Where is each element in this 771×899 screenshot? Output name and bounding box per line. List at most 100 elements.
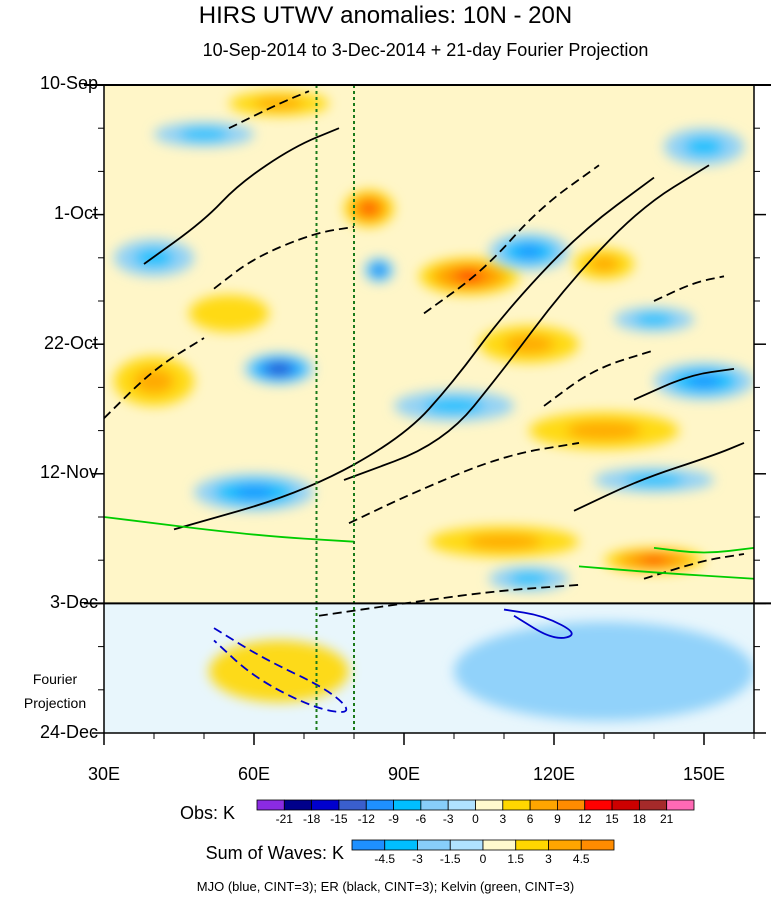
obs-colorbar-tick-label: 6 [526, 812, 534, 826]
anomaly-blob [429, 526, 579, 558]
waves-colorbar-tick-label: 0 [479, 852, 487, 866]
y-tick-label: 10-Sep [39, 73, 98, 93]
anomaly-blob [489, 233, 569, 271]
er-contour [173, 176, 655, 531]
chart-title: HIRS UTWV anomalies: 10N - 20N [198, 2, 573, 29]
obs-colorbar-swatch [638, 799, 668, 811]
er-contour [213, 226, 355, 290]
anomaly-blob [489, 566, 569, 592]
obs-colorbar-tick-label: -21 [275, 812, 293, 826]
kelvin-contour [653, 546, 754, 554]
anomaly-blob-level [134, 368, 174, 394]
anomaly-blob-level [179, 128, 229, 141]
anomaly-blob [209, 640, 349, 703]
obs-colorbar-swatch [393, 799, 422, 811]
obs-colorbar-tick-label: 18 [632, 812, 647, 826]
waves-colorbar-swatch [580, 839, 615, 851]
obs-colorbar-swatch [311, 799, 340, 811]
y-tick-label: 3-Dec [49, 592, 98, 612]
anomaly-blob-level [375, 267, 383, 274]
obs-colorbar-swatch [529, 799, 558, 811]
waves-colorbar-swatch [449, 839, 484, 851]
kelvin-contour [104, 516, 355, 543]
obs-colorbar-tick-label: 0 [472, 812, 479, 826]
er-contour [104, 337, 205, 419]
anomaly-blob [454, 621, 754, 721]
obs-colorbar-swatch [584, 799, 613, 811]
obs-colorbar-swatch [283, 799, 313, 811]
anomaly-blob [244, 353, 314, 385]
anomaly-blob [154, 122, 254, 147]
x-tick-label: 150E [682, 764, 726, 784]
anomaly-blob [419, 257, 519, 295]
anomaly-blob-level [362, 203, 376, 214]
waves-colorbar-tick-label: 1.5 [507, 852, 525, 866]
waves-colorbar-swatch [351, 839, 386, 851]
anomaly-blob-level [234, 486, 274, 499]
obs-colorbar-swatch [447, 799, 476, 811]
obs-colorbar-tick-label: -18 [302, 812, 321, 826]
x-tick-label: 30E [87, 764, 121, 784]
anomaly-blob [229, 91, 329, 116]
fourier-label: Fourier [32, 671, 78, 687]
anomaly-blob [604, 547, 704, 573]
obs-colorbar-swatch [611, 799, 640, 811]
obs-colorbar-swatch [557, 799, 586, 811]
er-contour [143, 127, 340, 265]
y-tick-label: 24-Dec [39, 722, 98, 742]
waves-colorbar-tick-label: 3 [545, 852, 552, 866]
anomaly-blob-level [466, 533, 542, 550]
waves-colorbar-tick-label: 4.5 [572, 852, 590, 866]
waves-colorbar-swatch [515, 839, 549, 851]
anomaly-blob [114, 356, 194, 406]
anomaly-blob-level [272, 365, 286, 372]
anomaly-blob-level [589, 256, 619, 272]
er-contour [343, 164, 710, 481]
anomaly-blob [664, 128, 744, 166]
obs-colorbar-swatch [666, 799, 695, 811]
er-contour [643, 553, 745, 580]
obs-colorbar-tick-label: 12 [578, 812, 592, 826]
obs-colorbar-label: Obs: K [179, 803, 235, 823]
obs-colorbar-tick-label: -6 [415, 812, 427, 826]
obs-colorbar-swatch [365, 799, 394, 811]
anomaly-blob-level [424, 398, 484, 414]
obs-colorbar-swatch [256, 799, 285, 811]
anomaly-blob-level [209, 640, 349, 703]
anomaly-blob-level [641, 557, 667, 564]
anomaly-blob [394, 390, 514, 422]
mjo-contour [213, 627, 348, 713]
obs-colorbar-tick-label: -15 [330, 812, 348, 826]
anomaly-blob-level [684, 137, 724, 156]
er-contour [228, 90, 310, 130]
obs-colorbar-swatch [502, 799, 531, 811]
waves-colorbar-swatch [384, 839, 418, 851]
anomaly-blob-level [504, 334, 554, 354]
obs-colorbar-tick-label: 9 [554, 812, 561, 826]
y-tick-label: 1-Oct [53, 203, 98, 223]
anomaly-blob [594, 467, 714, 493]
anomaly-blob [189, 294, 269, 332]
x-tick-label: 90E [387, 764, 421, 784]
waves-colorbar-swatch [417, 839, 451, 851]
anomaly-blob-level [509, 572, 549, 585]
waves-colorbar-tick-label: -3 [412, 852, 423, 866]
obs-colorbar-tick-label: -9 [388, 812, 399, 826]
y-tick-label: 12-Nov [39, 462, 98, 482]
waves-colorbar-label: Sum of Waves: K [205, 843, 344, 863]
anomaly-blob [344, 189, 394, 227]
obs-colorbar-swatch [475, 799, 504, 811]
waves-colorbar-tick-label: -4.5 [374, 852, 396, 866]
er-contour [633, 367, 735, 401]
obs-colorbar-swatch [338, 799, 367, 811]
anomaly-blob [364, 257, 394, 283]
anomaly-blob [654, 362, 754, 400]
obs-colorbar-tick-label: -12 [357, 812, 375, 826]
chart-subtitle: 10-Sep-2014 to 3-Dec-2014 + 21-day Fouri… [202, 40, 649, 60]
anomaly-blob-level [566, 421, 642, 440]
anomaly-blob-level [634, 313, 674, 326]
er-contour [318, 583, 580, 617]
obs-colorbar-tick-label: -3 [442, 812, 454, 826]
waves-colorbar-swatch [482, 839, 517, 851]
